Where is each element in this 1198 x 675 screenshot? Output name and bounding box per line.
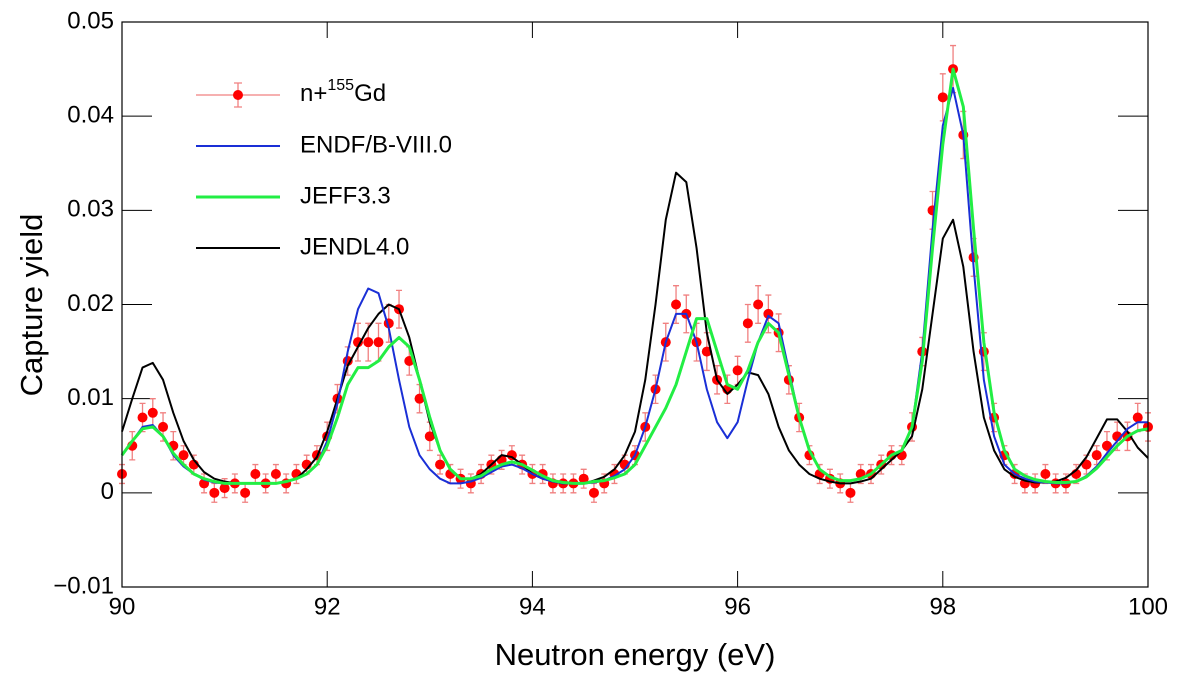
y-tick-label: 0.03 (67, 196, 114, 223)
plot-frame (121, 21, 1149, 588)
x-tick-label: 96 (724, 593, 751, 620)
data-point (178, 450, 189, 461)
data-point (1081, 459, 1092, 470)
x-axis-label: Neutron energy (eV) (495, 637, 776, 672)
y-tick-label: 0 (101, 478, 114, 505)
data-point (1101, 440, 1112, 451)
legend-label: n+155Gd (300, 77, 386, 107)
data-point (158, 421, 169, 432)
x-tick-label: 94 (519, 593, 546, 620)
data-point (363, 337, 374, 348)
data-point (147, 407, 158, 418)
x-tick-label: 92 (314, 593, 341, 620)
data-point (578, 473, 589, 484)
data-point (1132, 412, 1143, 423)
data-point (1040, 469, 1051, 479)
data-point (219, 483, 230, 494)
x-tick-label: 90 (109, 593, 136, 620)
data-point (137, 412, 148, 423)
data-point (753, 299, 764, 310)
data-point (240, 487, 251, 498)
legend-label-part: 155 (327, 77, 354, 94)
data-point (373, 337, 384, 348)
data-point (742, 318, 753, 329)
data-point (732, 365, 743, 376)
data-point (414, 393, 425, 404)
data-point (671, 299, 682, 310)
data-point (250, 469, 261, 479)
data-point (209, 487, 220, 498)
data-point (1091, 450, 1102, 461)
data-point (701, 346, 712, 357)
y-tick-label: 0.05 (67, 7, 114, 34)
data-point (270, 469, 281, 479)
model-curve (120, 67, 1149, 485)
legend-label: JENDL4.0 (300, 233, 409, 260)
legend-label-part: Gd (354, 80, 386, 107)
legend-label: JEFF3.3 (300, 182, 391, 209)
data-point (352, 337, 363, 348)
y-axis-label: Capture yield (14, 214, 49, 397)
data-point (588, 487, 599, 498)
legend-marker (233, 90, 243, 100)
x-tick-label: 100 (1128, 593, 1168, 620)
data-point (435, 459, 446, 470)
y-tick-label: 0.01 (67, 384, 114, 411)
data-point (845, 487, 856, 498)
y-tick-label: 0.04 (67, 102, 114, 129)
legend-label: ENDF/B-VIII.0 (300, 131, 452, 158)
data-point (424, 431, 435, 442)
y-tick-label: −0.01 (53, 572, 114, 599)
legend-label-part: n+ (300, 80, 327, 107)
x-tick-label: 98 (929, 593, 956, 620)
data-point (937, 92, 948, 103)
y-tick-label: 0.02 (67, 290, 114, 317)
